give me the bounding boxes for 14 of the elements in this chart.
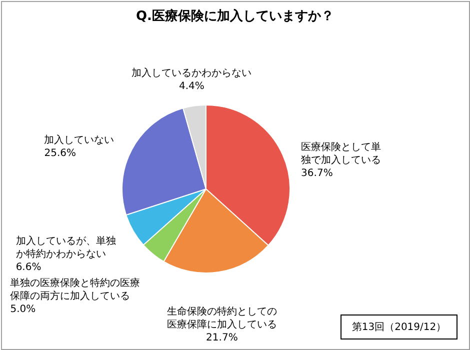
data-label: 36.7% [301, 168, 333, 179]
data-label: 25.6% [44, 148, 76, 160]
slice-label: 医療保険として単独で加入している [301, 140, 382, 166]
data-label: 5.0% [10, 304, 36, 315]
slice-label: 加入していない [44, 134, 114, 146]
data-label: 6.6% [16, 262, 42, 273]
text: 第13回（2019/12） [352, 321, 446, 333]
chart-title: Q.医療保険に加入していますか？ [136, 8, 334, 24]
data-label: 21.7% [206, 332, 238, 344]
slice-label: 加入しているかわからない [132, 66, 252, 79]
data-label: 4.4% [178, 80, 204, 92]
slice-label: 単独の医療保険と特約の医療保障の両方に加入している [10, 276, 140, 302]
slice-label: 生命保険の特約としての医療保障に加入している [166, 305, 277, 330]
slice-label: 加入しているが、単独か特約かわからない [16, 234, 116, 260]
